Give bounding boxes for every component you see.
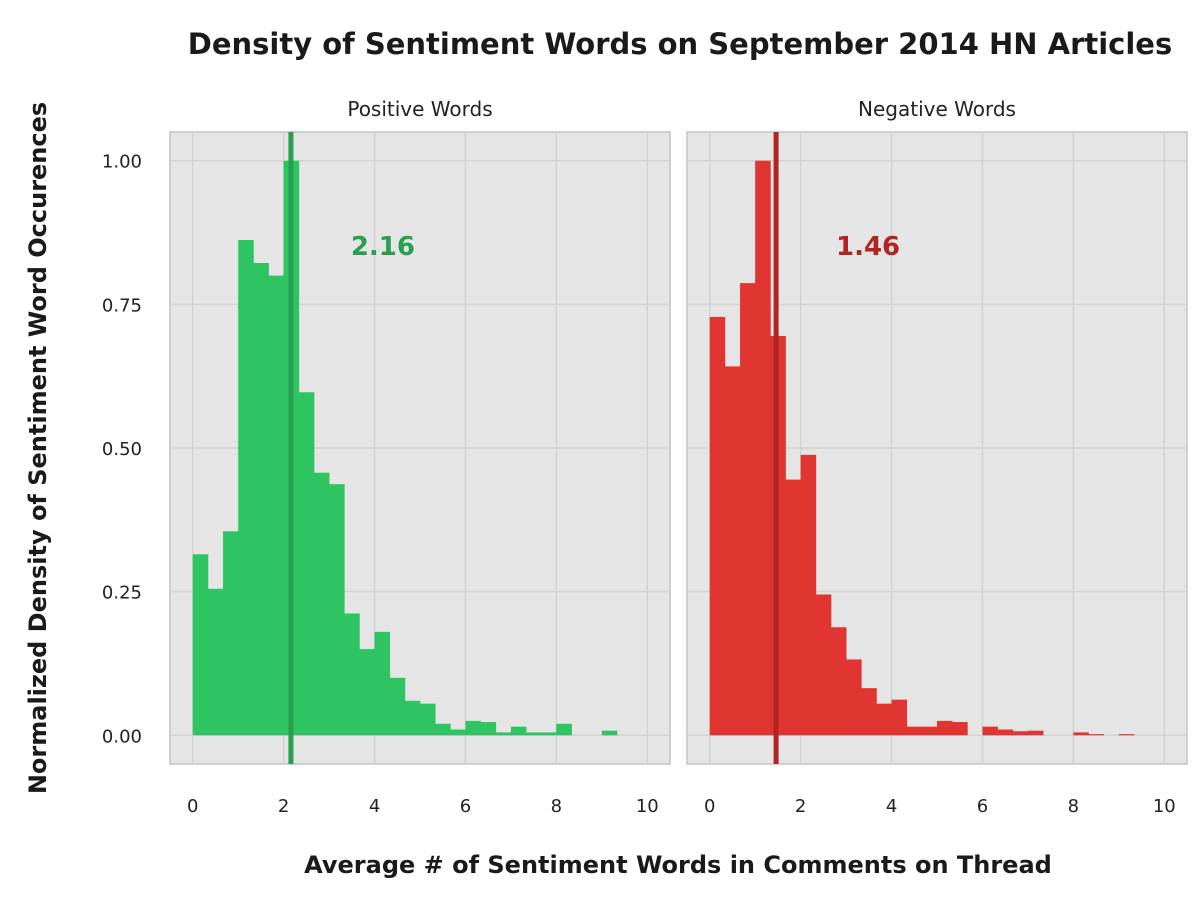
histogram-bar <box>755 160 771 736</box>
histogram-bar <box>724 366 741 736</box>
chart-title: Density of Sentiment Words on September … <box>188 27 1173 61</box>
y-tick-label: 0.00 <box>102 726 142 747</box>
histogram-bar <box>906 726 923 736</box>
histogram-bar <box>921 726 938 736</box>
x-tick-label: 4 <box>886 796 897 817</box>
histogram-bar <box>223 531 239 736</box>
histogram-bar <box>876 703 892 736</box>
histogram-bar <box>1012 731 1029 736</box>
histogram-bar <box>344 613 360 736</box>
x-tick-label: 0 <box>704 796 715 817</box>
histogram-bar <box>298 392 315 736</box>
x-tick-label: 2 <box>795 796 806 817</box>
y-axis-title: Normalized Density of Sentiment Word Occ… <box>24 102 52 794</box>
histogram-bar <box>1073 732 1089 736</box>
x-tick-label: 2 <box>278 796 289 817</box>
histogram-bar <box>313 472 330 736</box>
x-tick-label: 8 <box>551 796 562 817</box>
histogram-bar <box>861 688 877 736</box>
histogram-bar <box>374 631 391 736</box>
histogram-bar <box>846 659 862 736</box>
x-axis-title: Average # of Sentiment Words in Comments… <box>304 851 1052 879</box>
histogram-bar <box>709 317 726 736</box>
histogram-bar <box>830 627 847 736</box>
histogram-bar <box>997 729 1014 736</box>
histogram-bar <box>253 262 269 736</box>
x-tick-label: 10 <box>1153 796 1176 817</box>
histogram-bar <box>435 723 451 736</box>
histogram-bar <box>480 722 497 736</box>
y-tick-label: 0.75 <box>102 295 142 316</box>
histogram-bar <box>785 479 802 736</box>
y-tick-label: 1.00 <box>102 152 142 173</box>
histogram-bar <box>510 726 527 736</box>
histogram-bar <box>404 700 421 736</box>
x-tick-label: 6 <box>460 796 471 817</box>
histogram-bar <box>329 484 345 736</box>
histogram-bar <box>982 726 998 736</box>
facet-panels: Positive Words 2.16 0 2 4 6 8 10 0.00 0.25 0.50 0.7… <box>102 97 1188 817</box>
histogram-bar <box>556 723 572 736</box>
x-tick-label: 0 <box>187 796 198 817</box>
histogram-bar <box>359 649 375 736</box>
histogram-bar <box>952 722 968 736</box>
histogram-bar <box>800 454 817 736</box>
histogram-bar <box>937 720 953 736</box>
histogram-bar <box>526 732 542 736</box>
histogram-bar <box>268 275 285 736</box>
histogram-bar <box>815 594 832 736</box>
panel-0: Positive Words 2.16 0 2 4 6 8 10 0.00 0.25 0.50 0.7… <box>102 97 671 817</box>
histogram-bar <box>1118 734 1135 736</box>
panel-1: Negative Words 1.46 0 2 4 6 8 10 <box>686 97 1188 817</box>
histogram-bar <box>238 240 254 736</box>
x-tick-label: 10 <box>636 796 659 817</box>
histogram-bar <box>891 699 908 736</box>
histogram-bar <box>465 720 481 736</box>
panel-strip-label: Negative Words <box>858 97 1016 121</box>
histogram-bar <box>450 729 466 736</box>
histogram-bar <box>1088 734 1105 736</box>
histogram-bar <box>389 677 406 736</box>
y-tick-label: 0.25 <box>102 583 142 604</box>
x-tick-label: 8 <box>1068 796 1079 817</box>
y-tick-label: 0.50 <box>102 439 142 460</box>
histogram-bar <box>420 703 436 736</box>
x-tick-label: 4 <box>369 796 380 817</box>
histogram-bar <box>192 554 209 736</box>
histogram-bar <box>541 732 557 736</box>
mean-annotation: 1.46 <box>836 232 900 262</box>
histogram-bar <box>207 588 224 736</box>
histogram-bar <box>1027 730 1044 736</box>
x-tick-label: 6 <box>977 796 988 817</box>
histogram-bar <box>495 732 512 736</box>
mean-annotation: 2.16 <box>351 232 415 262</box>
histogram-bar <box>740 283 756 736</box>
panel-strip-label: Positive Words <box>347 97 492 121</box>
histogram-bar <box>601 730 618 736</box>
